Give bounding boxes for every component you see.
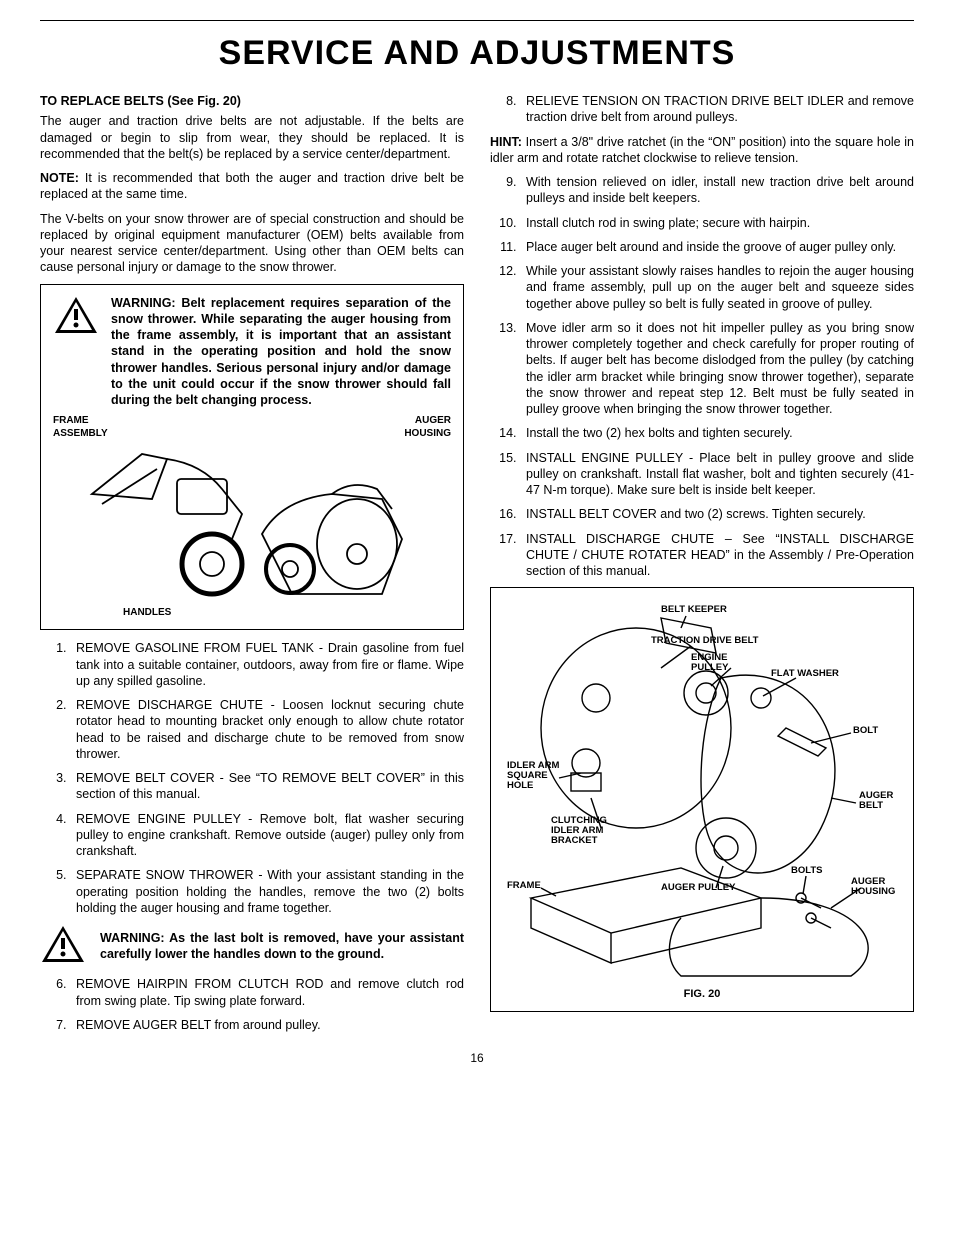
warning-icon-2 (40, 924, 86, 968)
step-16: INSTALL BELT COVER and two (2) screws. T… (520, 506, 914, 522)
step-10: Install clutch rod in swing plate; secur… (520, 215, 914, 231)
page-title: SERVICE AND ADJUSTMENTS (40, 31, 914, 75)
lbl-frame: FRAME (507, 880, 541, 891)
page-number: 16 (40, 1051, 914, 1067)
hint-para: HINT: Insert a 3/8" drive ratchet (in th… (490, 134, 914, 167)
lbl-auger-housing: AUGERHOUSING (851, 876, 895, 897)
step-3: REMOVE BELT COVER - See “TO REMOVE BELT … (70, 770, 464, 803)
fig1-frame-label: FRAME ASSEMBLY (53, 414, 108, 440)
two-column-layout: TO REPLACE BELTS (See Fig. 20) The auger… (40, 93, 914, 1041)
section-heading-replace-belts: TO REPLACE BELTS (See Fig. 20) (40, 93, 464, 109)
intro-para-1: The auger and traction drive belts are n… (40, 113, 464, 162)
left-column: TO REPLACE BELTS (See Fig. 20) The auger… (40, 93, 464, 1041)
steps-list-6to7: REMOVE HAIRPIN FROM CLUTCH ROD and remov… (40, 976, 464, 1033)
step-2: REMOVE DISCHARGE CHUTE - Loosen locknut … (70, 697, 464, 762)
figure-20-caption: FIG. 20 (501, 987, 903, 1001)
lbl-auger-pulley: AUGER PULLEY (661, 882, 736, 893)
hint-label: HINT: (490, 135, 522, 149)
lbl-auger-belt: AUGERBELT (859, 790, 893, 811)
lbl-engine-pulley: ENGINEPULLEY (691, 652, 729, 673)
warning-box-1: WARNING: Belt replacement requires separ… (40, 284, 464, 631)
step-8: RELIEVE TENSION ON TRACTION DRIVE BELT I… (520, 93, 914, 126)
steps-list-8: RELIEVE TENSION ON TRACTION DRIVE BELT I… (490, 93, 914, 126)
figure-20-box: BELT KEEPER TRACTION DRIVE BELT ENGINEPU… (490, 587, 914, 1012)
note-label: NOTE: (40, 171, 79, 185)
steps-list-1to5: REMOVE GASOLINE FROM FUEL TANK - Drain g… (40, 640, 464, 916)
lbl-bolt: BOLT (853, 725, 878, 736)
step-1: REMOVE GASOLINE FROM FUEL TANK - Drain g… (70, 640, 464, 689)
warning-row-2: WARNING: As the last bolt is removed, ha… (40, 924, 464, 968)
warning-text-2: WARNING: As the last bolt is removed, ha… (100, 930, 464, 963)
lbl-belt-keeper: BELT KEEPER (661, 604, 727, 615)
warning-icon (53, 295, 99, 339)
top-rule (40, 20, 914, 21)
step-4: REMOVE ENGINE PULLEY - Remove bolt, flat… (70, 811, 464, 860)
fig1-auger-label: AUGER HOUSING (404, 414, 451, 440)
step-6: REMOVE HAIRPIN FROM CLUTCH ROD and remov… (70, 976, 464, 1009)
step-9: With tension relieved on idler, install … (520, 174, 914, 207)
step-15: INSTALL ENGINE PULLEY - Place belt in pu… (520, 450, 914, 499)
lbl-bolts: BOLTS (791, 865, 823, 876)
right-column: RELIEVE TENSION ON TRACTION DRIVE BELT I… (490, 93, 914, 1041)
step-17: INSTALL DISCHARGE CHUTE – See “INSTALL D… (520, 531, 914, 580)
lbl-traction-belt: TRACTION DRIVE BELT (651, 635, 759, 646)
intro-para-2: The V-belts on your snow thrower are of … (40, 211, 464, 276)
warning-text-1: WARNING: Belt replacement requires separ… (111, 295, 451, 409)
step-14: Install the two (2) hex bolts and tighte… (520, 425, 914, 441)
steps-list-9to17: With tension relieved on idler, install … (490, 174, 914, 579)
note-para: NOTE: It is recommended that both the au… (40, 170, 464, 203)
note-text: It is recommended that both the auger an… (40, 171, 464, 201)
lbl-flat-washer: FLAT WASHER (771, 668, 839, 679)
figure-20-diagram: BELT KEEPER TRACTION DRIVE BELT ENGINEPU… (501, 598, 901, 978)
step-5: SEPARATE SNOW THROWER - With your assist… (70, 867, 464, 916)
lbl-clutching: CLUTCHINGIDLER ARMBRACKET (551, 815, 607, 846)
step-7: REMOVE AUGER BELT from around pulley. (70, 1017, 464, 1033)
step-12: While your assistant slowly raises handl… (520, 263, 914, 312)
figure-1-snow-thrower (53, 444, 451, 604)
fig1-handles-label: HANDLES (123, 606, 451, 619)
step-11: Place auger belt around and inside the g… (520, 239, 914, 255)
step-13: Move idler arm so it does not hit impell… (520, 320, 914, 418)
hint-text: Insert a 3/8" drive ratchet (in the “ON”… (490, 135, 914, 165)
